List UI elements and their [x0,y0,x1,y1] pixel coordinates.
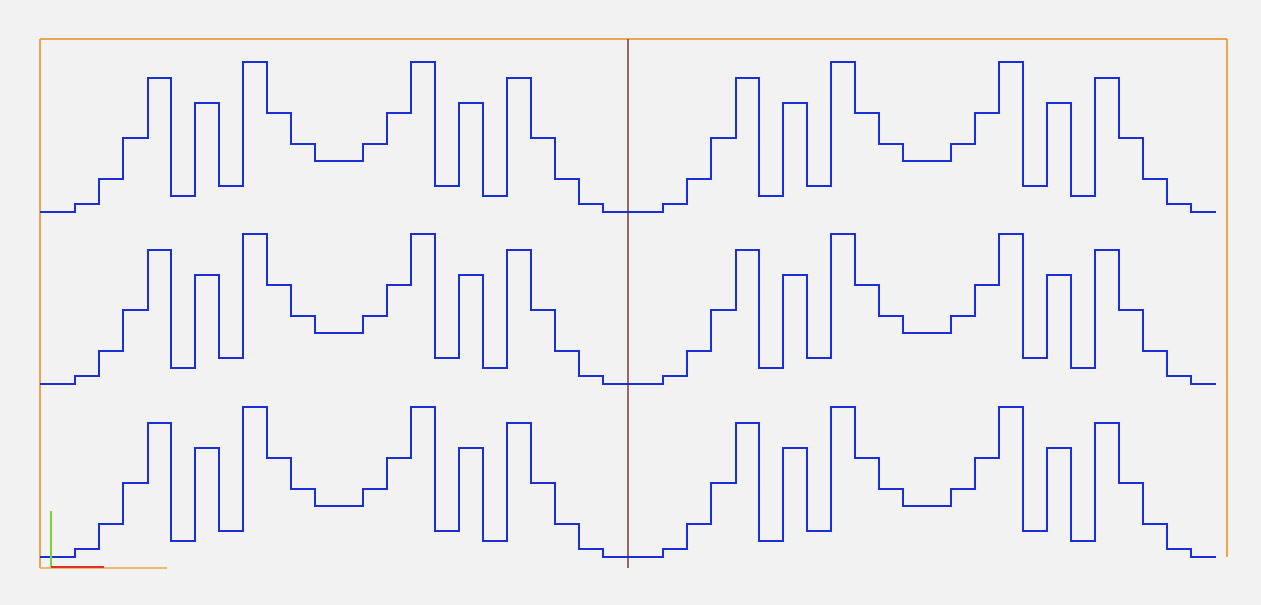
stepped-profile-row-3[interactable] [40,406,1216,558]
xy-axis-icon [50,511,104,568]
stepped-profile-row-1[interactable] [40,61,1216,213]
stepped-profile-group [40,61,1216,558]
sheet-frame [39,38,1228,569]
stepped-profile-row-2[interactable] [40,233,1216,385]
